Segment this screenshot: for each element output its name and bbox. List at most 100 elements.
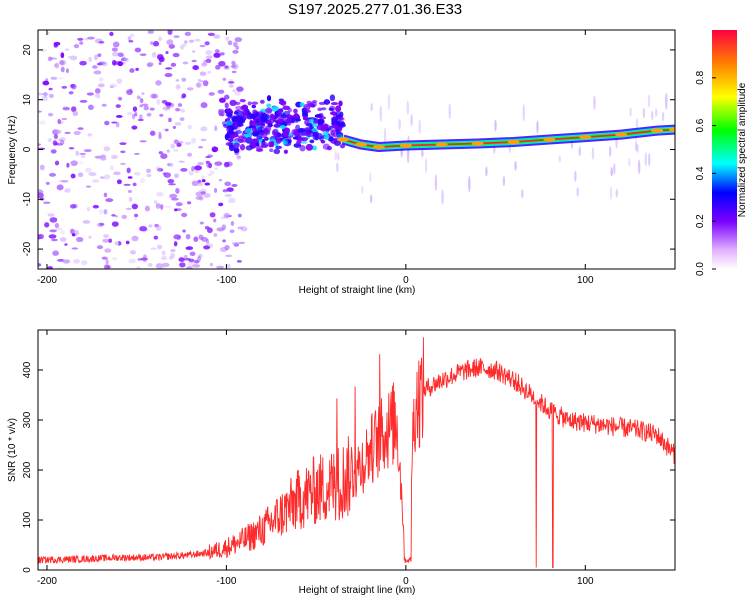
- noise-blob: [178, 257, 185, 262]
- noise-blob: [136, 95, 141, 100]
- noise-blob: [150, 93, 157, 99]
- noise-blob: [133, 217, 138, 220]
- cluster-blob: [309, 139, 315, 144]
- noise-blob: [50, 76, 58, 80]
- noise-blob: [78, 161, 84, 165]
- noise-blob: [38, 192, 44, 199]
- ridge-point: [651, 128, 664, 133]
- cluster-blob: [275, 138, 282, 144]
- cluster-blob: [303, 103, 311, 111]
- noise-blob: [88, 172, 97, 177]
- noise-blob: [180, 108, 186, 113]
- noise-blob: [116, 78, 123, 84]
- cluster-blob: [243, 132, 252, 138]
- cluster-blob: [255, 142, 260, 147]
- streak-blob: [410, 114, 413, 127]
- cluster-blob: [283, 149, 288, 154]
- noise-blob: [49, 217, 58, 223]
- colorbar-tick-label: 0.8: [695, 70, 706, 84]
- noise-blob: [79, 99, 88, 103]
- noise-blob: [200, 138, 207, 142]
- streak-blob: [609, 186, 613, 200]
- noise-blob: [147, 262, 153, 267]
- noise-blob: [72, 259, 81, 264]
- noise-blob: [128, 196, 133, 202]
- noise-blob: [129, 33, 135, 38]
- cluster-blob: [324, 133, 330, 140]
- noise-blob: [127, 176, 133, 179]
- noise-blob: [229, 229, 235, 234]
- y-tick-label: 0: [22, 567, 33, 573]
- noise-blob: [167, 162, 174, 167]
- streak-blob: [406, 100, 410, 115]
- noise-blob: [209, 212, 216, 218]
- ridge-point: [337, 137, 350, 142]
- cluster-blob: [335, 111, 341, 119]
- noise-blob: [187, 124, 192, 130]
- x-tick-label: -200: [37, 275, 57, 286]
- streak-blob: [635, 118, 639, 129]
- noise-blob: [193, 236, 199, 242]
- noise-blob: [146, 63, 153, 68]
- noise-blob: [157, 36, 163, 42]
- noise-blob: [87, 104, 94, 111]
- y-tick-label: 0: [22, 146, 33, 152]
- noise-blob: [97, 83, 105, 88]
- cluster-blob: [305, 129, 313, 134]
- noise-blob: [134, 112, 138, 117]
- noise-blob: [103, 146, 111, 152]
- cluster-blob: [317, 107, 323, 112]
- noise-blob: [111, 256, 118, 261]
- noise-blob: [175, 187, 180, 194]
- cluster-blob: [332, 123, 338, 129]
- noise-blob: [166, 163, 171, 166]
- cluster-blob: [263, 136, 269, 141]
- noise-blob: [139, 114, 143, 120]
- noise-blob: [204, 182, 211, 186]
- noise-blob: [111, 59, 117, 66]
- noise-blob: [201, 175, 205, 181]
- cluster-blob: [297, 135, 302, 141]
- cluster-blob: [285, 136, 292, 142]
- noise-blob: [183, 254, 188, 259]
- noise-blob: [218, 113, 224, 117]
- cluster-blob: [273, 148, 281, 155]
- noise-blob: [143, 260, 147, 263]
- noise-blob: [162, 172, 167, 175]
- noise-blob: [176, 142, 182, 147]
- cluster-blob: [286, 118, 292, 126]
- noise-blob: [110, 154, 118, 160]
- noise-blob: [208, 92, 215, 96]
- noise-blob: [152, 40, 160, 47]
- cluster-blob: [240, 105, 248, 112]
- snr-series-line: [38, 337, 675, 568]
- streak-blob: [521, 189, 524, 199]
- noise-blob: [59, 139, 65, 145]
- noise-blob: [153, 199, 158, 205]
- noise-blob: [179, 262, 186, 268]
- noise-blob: [144, 205, 151, 212]
- noise-blob: [224, 244, 230, 251]
- x-tick-label: -200: [37, 576, 57, 587]
- cluster-blob: [263, 127, 269, 134]
- noise-blob: [109, 83, 117, 88]
- noise-blob: [184, 31, 192, 36]
- noise-blob: [38, 143, 42, 146]
- cluster-blob: [224, 94, 230, 100]
- cluster-blob: [256, 135, 263, 140]
- cluster-blob: [305, 143, 314, 151]
- cluster-blob: [229, 99, 237, 107]
- noise-blob: [62, 107, 70, 111]
- cluster-blob: [271, 106, 280, 113]
- noise-blob: [225, 254, 233, 258]
- noise-blob: [207, 32, 215, 36]
- noise-blob: [175, 83, 181, 90]
- noise-blob: [172, 125, 177, 129]
- noise-blob: [160, 153, 168, 159]
- cluster-blob: [329, 94, 336, 102]
- noise-blob: [120, 150, 126, 154]
- noise-blob: [51, 238, 58, 242]
- streak-blob: [558, 155, 561, 163]
- noise-blob: [157, 244, 163, 250]
- noise-blob: [115, 104, 121, 108]
